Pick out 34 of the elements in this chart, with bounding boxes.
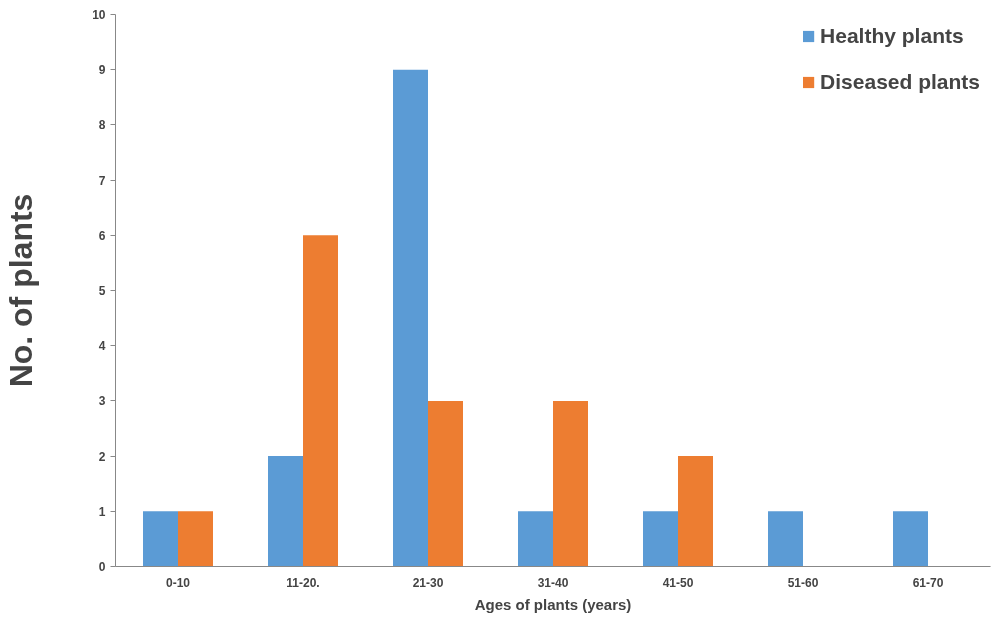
y-tick-label: 4: [98, 339, 106, 354]
y-tick-label: 10: [92, 8, 106, 22]
x-tick-label: 61-70: [912, 575, 944, 590]
x-axis-title: Ages of plants (years): [474, 595, 632, 613]
bar: [518, 511, 553, 567]
legend-label: Diseased plants: [820, 70, 980, 94]
x-tick-label: 41-50: [662, 575, 694, 590]
bar: [643, 511, 678, 567]
x-tick-label: 31-40: [537, 575, 569, 590]
bar: [768, 511, 803, 567]
y-tick-label: 9: [98, 63, 106, 78]
bar: [553, 400, 588, 567]
x-tick-label: 51-60: [787, 575, 819, 590]
y-tick-label: 5: [98, 284, 106, 298]
y-tick-label: 6: [98, 228, 106, 243]
bar: [893, 511, 928, 567]
bar: [268, 456, 303, 567]
x-tick-label: 0-10: [165, 575, 191, 590]
bar: [303, 235, 338, 567]
y-tick-label: 8: [98, 118, 106, 133]
bar: [178, 511, 213, 567]
bar: [428, 400, 463, 567]
x-tick-label: 21-30: [412, 575, 444, 590]
bar: [393, 69, 428, 567]
y-tick-label: 0: [98, 560, 106, 574]
legend-label: Healthy plants: [820, 24, 964, 48]
y-tick-label: 2: [98, 449, 106, 464]
y-axis-title: No. of plants: [3, 193, 40, 388]
bar: [143, 511, 178, 567]
y-tick-label: 7: [98, 173, 106, 188]
y-tick-label: 3: [98, 394, 106, 409]
x-tick-label: 11-20.: [286, 575, 320, 590]
bar: [678, 456, 713, 567]
y-tick-label: 1: [98, 504, 106, 519]
